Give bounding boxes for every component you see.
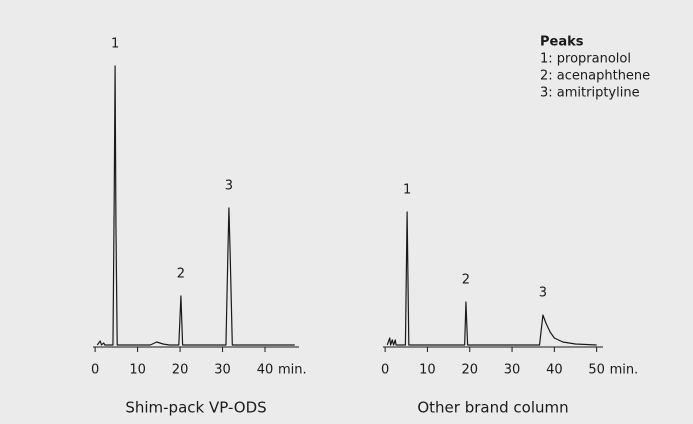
x-label: Other brand column bbox=[417, 399, 568, 417]
x-tick-label: 10 bbox=[129, 363, 146, 378]
peak-label: 3 bbox=[539, 286, 547, 301]
peak-label: 1 bbox=[403, 183, 411, 198]
x-unit: min. bbox=[278, 363, 307, 378]
x-tick-label: 30 bbox=[214, 363, 231, 378]
peak-label: 1 bbox=[111, 37, 119, 52]
x-label: Shim-pack VP-ODS bbox=[125, 399, 266, 417]
peak-label: 2 bbox=[177, 267, 185, 282]
x-tick-label: 20 bbox=[172, 363, 189, 378]
legend-title: Peaks bbox=[540, 35, 584, 50]
peak-label: 2 bbox=[462, 273, 470, 288]
peak-label: 3 bbox=[225, 179, 233, 194]
legend-item: 1: propranolol bbox=[540, 52, 631, 67]
x-tick-label: 0 bbox=[381, 363, 389, 378]
x-tick-label: 50 bbox=[588, 363, 605, 378]
x-tick-label: 40 bbox=[257, 363, 274, 378]
legend-item: 3: amitriptyline bbox=[540, 86, 640, 101]
x-unit: min. bbox=[610, 363, 639, 378]
trace bbox=[96, 65, 295, 346]
x-tick-label: 30 bbox=[504, 363, 521, 378]
legend-item: 2: acenaphthene bbox=[540, 69, 650, 84]
x-tick-label: 10 bbox=[419, 363, 436, 378]
x-tick-label: 40 bbox=[546, 363, 563, 378]
x-tick-label: 20 bbox=[461, 363, 478, 378]
trace bbox=[386, 211, 597, 346]
x-tick-label: 0 bbox=[91, 363, 99, 378]
